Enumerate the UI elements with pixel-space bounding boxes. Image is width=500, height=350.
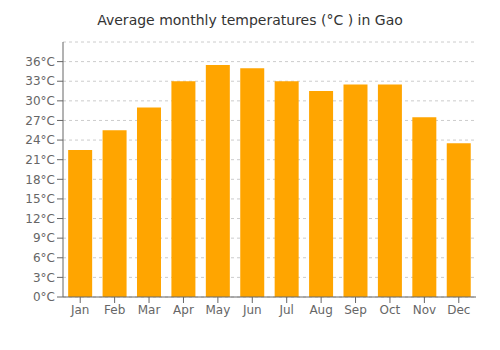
svg-text:15°C: 15°C	[25, 192, 55, 206]
svg-text:30°C: 30°C	[25, 94, 55, 108]
svg-text:24°C: 24°C	[25, 133, 55, 147]
svg-text:21°C: 21°C	[25, 153, 55, 167]
svg-text:Apr: Apr	[173, 303, 194, 317]
svg-text:Oct: Oct	[380, 303, 401, 317]
svg-text:9°C: 9°C	[33, 231, 55, 245]
svg-text:Feb: Feb	[104, 303, 125, 317]
svg-text:12°C: 12°C	[25, 212, 55, 226]
svg-text:Jul: Jul	[278, 303, 293, 317]
svg-text:Aug: Aug	[309, 303, 332, 317]
svg-text:33°C: 33°C	[25, 74, 55, 88]
svg-text:18°C: 18°C	[25, 173, 55, 187]
svg-text:Jun: Jun	[242, 303, 262, 317]
svg-text:6°C: 6°C	[33, 251, 55, 265]
svg-text:Mar: Mar	[138, 303, 161, 317]
html-text:Average monthly temperatures (: Average monthly temperatures (°C ) in Ga…	[97, 12, 403, 28]
svg-text:Sep: Sep	[344, 303, 367, 317]
svg-text:Nov: Nov	[413, 303, 436, 317]
svg-text:Dec: Dec	[447, 303, 470, 317]
svg-text:27°C: 27°C	[25, 114, 55, 128]
svg-text:36°C: 36°C	[25, 55, 55, 69]
svg-text:May: May	[205, 303, 230, 317]
svg-text:0°C: 0°C	[33, 290, 55, 304]
svg-text:3°C: 3°C	[33, 271, 55, 285]
svg-text:Jan: Jan	[70, 303, 90, 317]
